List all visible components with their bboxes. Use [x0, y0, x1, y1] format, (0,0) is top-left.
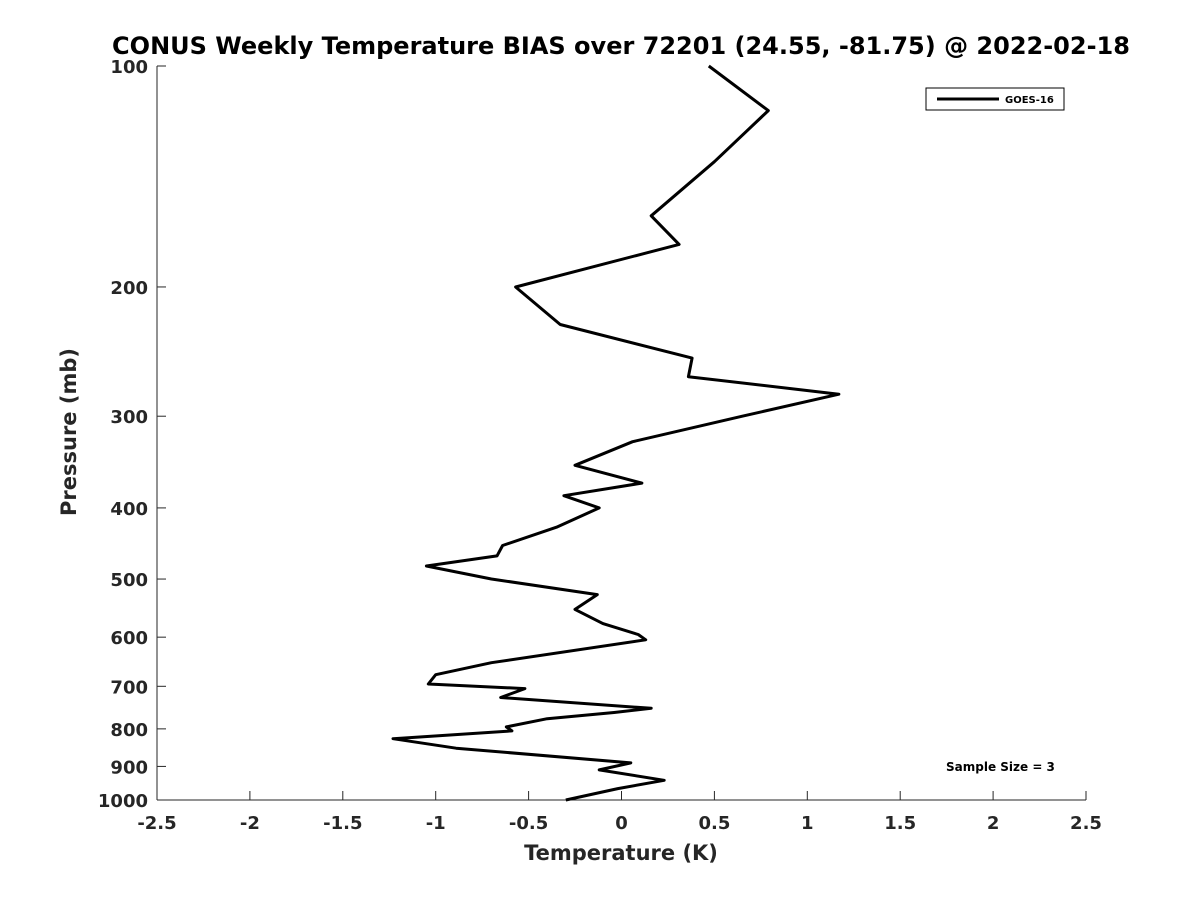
- sample-size-annotation: Sample Size = 3: [946, 760, 1055, 774]
- y-tick-label: 600: [110, 628, 148, 649]
- series-line: [391, 64, 841, 802]
- y-tick-label: 400: [110, 499, 148, 520]
- x-tick-label: 1: [801, 813, 814, 834]
- y-axis-label: Pressure (mb): [57, 348, 81, 516]
- y-tick-label: 1000: [98, 791, 148, 812]
- x-tick-label: 1.5: [884, 813, 916, 834]
- y-tick-label: 300: [110, 407, 148, 428]
- y-tick-label: 500: [110, 570, 148, 591]
- y-tick-label: 900: [110, 757, 148, 778]
- x-tick-label: -2: [240, 813, 260, 834]
- y-tick-label: 700: [110, 677, 148, 698]
- x-tick-label: -1: [426, 813, 446, 834]
- x-tick-label: 2.5: [1070, 813, 1102, 834]
- chart-title: CONUS Weekly Temperature BIAS over 72201…: [112, 32, 1130, 60]
- x-tick-label: 0.5: [698, 813, 730, 834]
- y-tick-label: 100: [110, 57, 148, 78]
- y-tick-label: 800: [110, 720, 148, 741]
- x-tick-label: -2.5: [137, 813, 176, 834]
- legend-label: GOES-16: [1005, 95, 1054, 106]
- x-axis-label: Temperature (K): [524, 841, 718, 865]
- y-tick-label: 200: [110, 278, 148, 299]
- x-tick-label: 2: [987, 813, 1000, 834]
- x-tick-label: -1.5: [323, 813, 362, 834]
- x-tick-label: 0: [615, 813, 628, 834]
- legend: GOES-16: [925, 87, 1065, 111]
- x-tick-label: -0.5: [509, 813, 548, 834]
